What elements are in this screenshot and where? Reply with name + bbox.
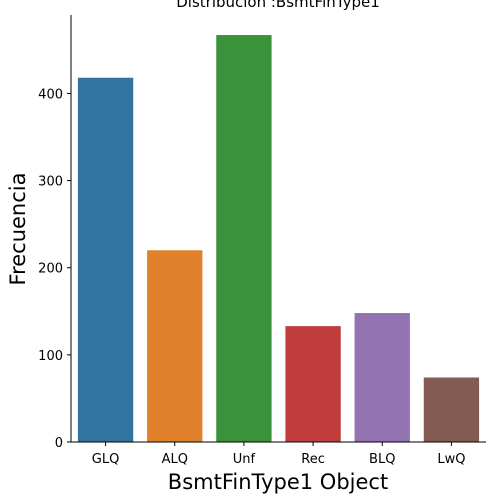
x-tick-label: LwQ — [437, 452, 465, 467]
x-tick-label: ALQ — [162, 452, 188, 467]
chart-title: Distribución :BsmtFinType1 — [176, 0, 380, 11]
x-tick-label: Unf — [233, 452, 256, 467]
bars-group — [77, 35, 480, 443]
x-tick-label: BLQ — [369, 452, 395, 467]
x-axis-label: BsmtFinType1 Object — [168, 470, 388, 494]
y-tick-label: 300 — [38, 175, 63, 190]
bar-rec — [285, 326, 341, 442]
y-axis-label: Frecuencia — [6, 173, 30, 286]
y-tick-label: 100 — [38, 349, 63, 364]
x-axis: GLQ ALQ Unf Rec BLQ LwQ — [71, 441, 486, 467]
y-tick-label: 200 — [38, 262, 63, 277]
bar-alq — [147, 250, 203, 442]
bar-glq — [77, 77, 134, 442]
bar-blq — [354, 313, 410, 442]
x-tick-label: Rec — [301, 452, 325, 467]
y-tick-label: 0 — [55, 436, 63, 451]
y-axis: 0 100 200 300 400 — [38, 15, 72, 451]
bar-unf — [216, 35, 272, 443]
y-tick-label: 400 — [38, 87, 63, 102]
x-tick-label: GLQ — [92, 452, 120, 467]
bar-lwq — [423, 377, 480, 442]
